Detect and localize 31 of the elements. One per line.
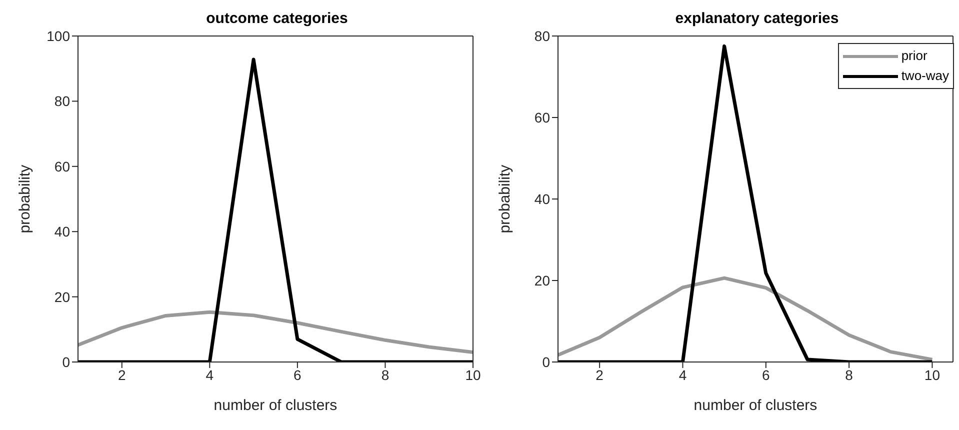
y-tick-label: 40 xyxy=(534,190,550,207)
x-tick-label: 8 xyxy=(381,366,390,383)
y-tick-label: 0 xyxy=(62,354,70,370)
chart-title: explanatory categories xyxy=(674,10,840,27)
line-series xyxy=(558,276,934,362)
legend-label: two-way xyxy=(901,67,949,85)
x-tick-label: 4 xyxy=(206,366,214,383)
y-tick-label: 60 xyxy=(534,109,550,126)
y-axis-title: probability xyxy=(16,164,34,234)
y-tick-label: 20 xyxy=(534,272,550,288)
y-tick-label: 60 xyxy=(54,158,70,174)
y-tick-label: 40 xyxy=(54,224,70,240)
x-tick-label: 10 xyxy=(924,366,940,383)
x-tick-label: 6 xyxy=(294,366,302,383)
x-tick-label: 2 xyxy=(596,366,604,383)
y-tick-label: 20 xyxy=(54,288,70,305)
legend-label: prior xyxy=(901,47,928,65)
x-tick-label: 6 xyxy=(762,366,770,383)
line-series xyxy=(78,310,473,354)
y-axis-title: probability xyxy=(496,164,514,234)
x-tick-label: 8 xyxy=(845,366,854,383)
x-tick-label: 2 xyxy=(118,366,126,383)
y-tick-label: 0 xyxy=(542,354,550,370)
y-tick-label: 80 xyxy=(54,93,70,110)
x-axis-title: number of clusters xyxy=(214,397,338,414)
y-tick-label: 100 xyxy=(46,28,70,44)
x-tick-label: 10 xyxy=(465,366,481,383)
y-tick-label: 80 xyxy=(534,28,550,44)
x-axis-title: number of clusters xyxy=(694,397,818,414)
chart-title: outcome categories xyxy=(205,10,349,27)
x-tick-label: 4 xyxy=(678,366,687,383)
